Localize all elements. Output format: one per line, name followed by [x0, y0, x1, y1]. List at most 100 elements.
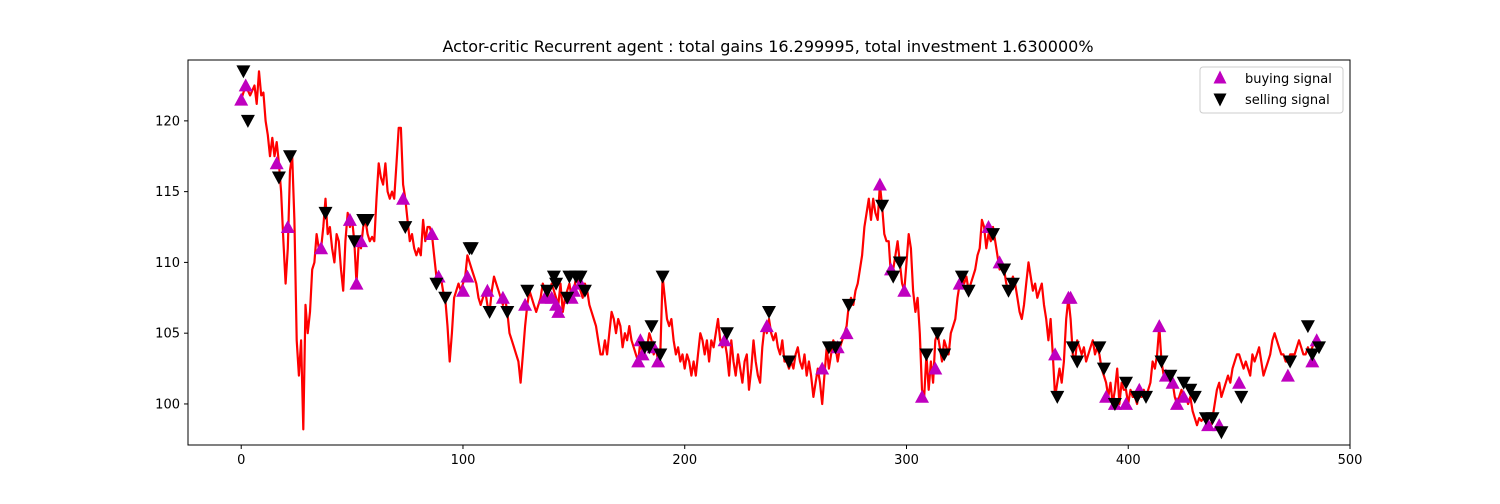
- sell-signal-marker: [482, 306, 497, 319]
- x-tick-label: 400: [1116, 453, 1141, 468]
- sell-signal-marker: [642, 341, 657, 355]
- sell-signal-marker: [1005, 277, 1020, 291]
- buy-signal-marker: [349, 276, 364, 290]
- sell-signal-marker: [1130, 390, 1145, 404]
- sell-signal-marker: [1065, 341, 1080, 355]
- sell-signal-marker: [549, 277, 564, 291]
- sell-signal-marker: [1119, 376, 1133, 390]
- sell-signal-marker: [719, 327, 734, 341]
- sell-signal-marker: [655, 270, 670, 284]
- sell-signal-marker: [429, 277, 444, 291]
- x-tick-label: 500: [1338, 453, 1363, 468]
- buy-signal-marker: [1170, 397, 1184, 410]
- y-tick-label: 105: [155, 327, 180, 342]
- sell-signal-marker: [1283, 355, 1298, 369]
- sell-signal-marker: [438, 291, 453, 305]
- sell-signal-marker: [1154, 355, 1169, 369]
- buy-signal-marker: [1048, 347, 1063, 361]
- sell-signal-marker: [875, 199, 890, 213]
- sell-signal-marker: [1139, 390, 1153, 404]
- sell-signal-marker: [828, 341, 843, 355]
- sell-signal-marker: [1305, 348, 1320, 362]
- buy-signal-marker: [460, 269, 475, 283]
- buy-signal-marker: [1280, 368, 1295, 382]
- legend-buy-marker-icon: [1213, 70, 1227, 84]
- buy-signal-marker: [424, 227, 439, 240]
- buy-signal-marker: [314, 241, 329, 255]
- sell-signal-marker: [997, 263, 1012, 277]
- buy-signal-marker: [1165, 375, 1180, 389]
- sell-signal-marker: [1070, 355, 1085, 369]
- buy-signal-marker: [815, 361, 830, 375]
- sell-signal-marker: [1107, 398, 1122, 411]
- price-line: [240, 70, 1318, 431]
- buy-signal-marker: [396, 191, 411, 205]
- sell-signal-marker: [1205, 412, 1220, 426]
- sell-signal-marker: [986, 228, 1000, 242]
- sell-signal-marker: [500, 306, 515, 319]
- sell-signal-marker: [1187, 390, 1202, 404]
- sell-signal-marker: [1050, 390, 1065, 404]
- sell-signal-marker: [886, 270, 901, 284]
- buy-signal-marker: [269, 156, 284, 170]
- buy-signal-marker: [915, 389, 929, 403]
- sell-signal-marker: [360, 214, 375, 227]
- sell-signal-marker: [240, 114, 255, 128]
- sell-signal-marker: [1183, 383, 1198, 397]
- buy-signal-marker: [872, 177, 887, 191]
- sell-signal-marker: [1163, 369, 1178, 383]
- buy-signal-marker: [897, 283, 912, 297]
- sell-signal-marker: [644, 320, 659, 334]
- buy-signal-marker: [635, 347, 650, 361]
- sell-signal-marker: [954, 270, 969, 284]
- sell-signal-marker: [762, 306, 776, 319]
- axes-frame: [187, 59, 1351, 446]
- sell-signal-marker: [841, 298, 856, 312]
- x-tick-label: 300: [894, 453, 919, 468]
- sell-signal-marker: [318, 206, 333, 220]
- buy-signal-marker: [354, 234, 368, 248]
- legend-sell-label: selling signal: [1245, 93, 1330, 108]
- buy-signal-marker: [480, 283, 495, 297]
- legend-box: [1199, 66, 1344, 114]
- sell-signal-marker: [464, 242, 479, 256]
- chart-title: Actor-critic Recurrent agent : total gai…: [442, 37, 1093, 56]
- sell-signal-marker: [271, 171, 286, 185]
- sell-signal-marker: [577, 284, 592, 298]
- x-tick-label: 200: [672, 453, 697, 468]
- buy-signal-marker: [1232, 375, 1247, 389]
- sell-signal-marker: [1312, 341, 1326, 355]
- sell-signal-marker: [892, 256, 907, 270]
- sell-signal-marker: [782, 355, 796, 369]
- y-tick-label: 120: [155, 114, 180, 129]
- x-tick-label: 100: [451, 453, 476, 468]
- buy-signal-marker: [551, 304, 566, 318]
- y-tick-label: 100: [155, 397, 180, 412]
- buy-signal-marker: [1119, 397, 1133, 410]
- buy-signal-marker: [238, 78, 253, 92]
- buy-signal-marker: [717, 333, 732, 347]
- buy-signal-marker: [280, 220, 295, 233]
- sell-signal-marker: [546, 270, 561, 284]
- buy-signal-marker: [759, 319, 774, 333]
- buy-signal-marker: [1152, 319, 1167, 333]
- buy-signal-marker: [1063, 290, 1078, 304]
- legend-buy-label: buying signal: [1245, 72, 1332, 87]
- buy-signal-marker: [631, 354, 646, 368]
- buy-signal-marker: [456, 283, 470, 297]
- sell-signal-marker: [1092, 341, 1107, 355]
- plot-area: [234, 65, 1326, 440]
- buy-signal-marker: [928, 361, 943, 375]
- sell-signal-marker: [283, 150, 297, 164]
- buy-signal-marker: [234, 92, 249, 106]
- sell-signal-marker: [573, 270, 588, 284]
- y-tick-label: 115: [155, 185, 180, 200]
- buy-signal-marker: [839, 326, 854, 340]
- buy-signal-marker: [342, 212, 357, 226]
- sell-signal-marker: [1176, 376, 1191, 390]
- buy-signal-marker: [651, 354, 666, 368]
- sell-signal-marker: [930, 327, 945, 341]
- buy-signal-marker: [1201, 418, 1216, 432]
